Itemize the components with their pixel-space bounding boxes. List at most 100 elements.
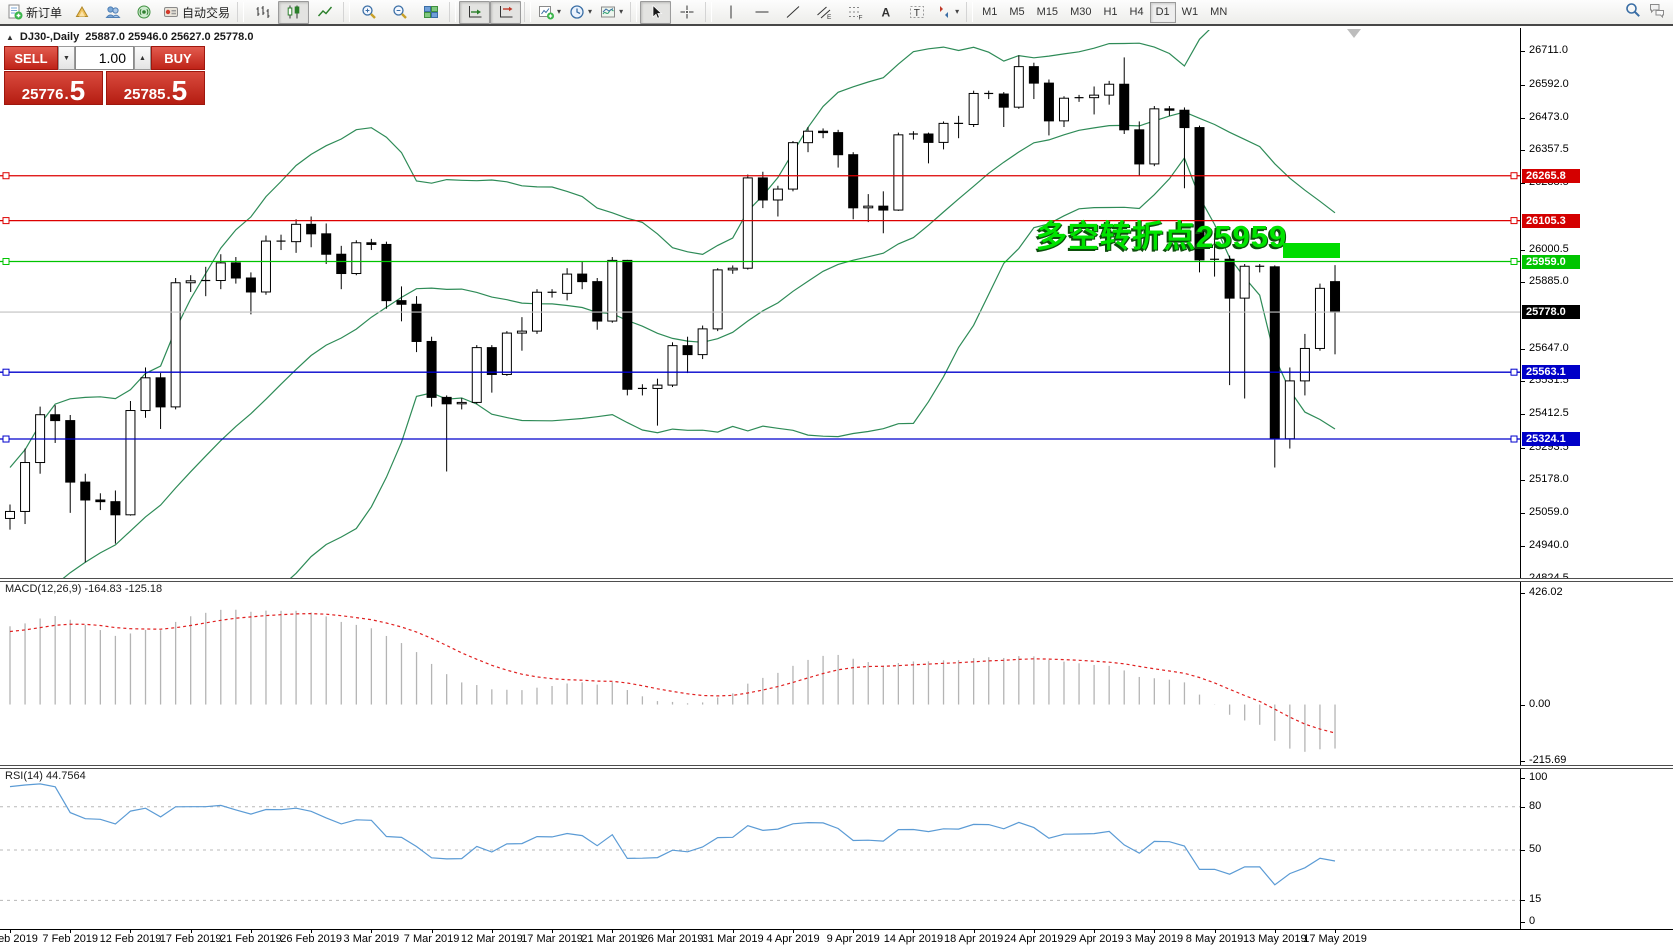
axis-tick — [1521, 84, 1525, 86]
fibonacci-button[interactable]: F — [839, 1, 870, 24]
panel-splitter-macd[interactable] — [0, 578, 1673, 582]
candle-body — [501, 332, 512, 375]
candle-body — [1028, 66, 1039, 84]
new-order-button[interactable]: 新订单 — [3, 1, 66, 24]
candlestick-button[interactable] — [278, 0, 310, 24]
toolbar-separator — [705, 2, 713, 22]
chart-shift-button[interactable] — [490, 0, 522, 24]
candle-body — [441, 396, 452, 405]
fibo-icon: F — [848, 7, 862, 20]
timeframe-h1-button[interactable]: H1 — [1103, 6, 1118, 18]
date-axis-label: 3 Feb 2019 — [0, 933, 38, 945]
chevron-down-icon: ▾ — [557, 7, 562, 16]
candle-body — [291, 223, 302, 243]
candle-body — [712, 269, 723, 330]
candle-body — [1013, 66, 1024, 108]
date-axis-tick — [70, 929, 72, 933]
horizontal-line-button[interactable] — [746, 1, 777, 24]
date-axis-tick — [1274, 929, 1276, 933]
candle-body — [998, 93, 1009, 108]
candle-body — [803, 130, 814, 144]
new-chart-button[interactable]: ▾ — [534, 1, 565, 24]
date-axis-label: 9 Apr 2019 — [826, 933, 880, 945]
chartshift-icon — [499, 6, 513, 18]
bollinger-lower-band — [289, 156, 1336, 578]
templates-button[interactable]: ▾ — [596, 1, 627, 24]
autotrading-button[interactable]: 自动交易 — [159, 1, 234, 24]
signals-icon — [137, 5, 151, 19]
cursor-button[interactable] — [640, 0, 672, 24]
signals-button[interactable] — [128, 1, 159, 24]
candle-body — [742, 177, 753, 269]
crosshair-icon — [680, 5, 694, 19]
text-label-icon: T — [909, 6, 924, 19]
timeframe-h4-button[interactable]: H4 — [1129, 6, 1144, 18]
sell-price-display[interactable]: 25776 . 5 — [4, 71, 103, 105]
axis-tick — [1521, 806, 1525, 808]
trendline-button[interactable] — [777, 1, 808, 24]
candle-body — [1164, 108, 1175, 111]
macd-panel-chart[interactable] — [0, 581, 1520, 765]
collapse-marker-icon[interactable]: ▲ — [6, 32, 14, 42]
toolbar-right-icons — [1625, 2, 1673, 23]
crosshair-button[interactable] — [671, 1, 702, 24]
channel-button[interactable]: E — [808, 1, 839, 24]
timeframe-w1-button[interactable]: W1 — [1181, 6, 1199, 18]
candle-body — [1043, 82, 1054, 122]
candle-body — [727, 267, 738, 271]
date-axis-label: 4 Apr 2019 — [766, 933, 820, 945]
volume-input[interactable]: 1.00 — [75, 46, 134, 70]
candle-body — [1239, 265, 1250, 299]
main-price-chart[interactable] — [0, 30, 1520, 578]
hline-handle — [2, 258, 10, 266]
rsi-axis-label: 0 — [1529, 915, 1536, 927]
auto-scroll-button[interactable] — [459, 0, 491, 24]
panel-splitter-rsi[interactable] — [0, 765, 1673, 769]
text-button[interactable]: A — [870, 1, 901, 24]
clock-icon — [570, 5, 584, 19]
sell-price-dot: . — [64, 86, 69, 103]
candle-body — [1179, 109, 1190, 129]
price-axis-label: 25412.5 — [1529, 407, 1569, 420]
autotrading-icon — [164, 7, 179, 17]
rsi-panel-chart[interactable] — [0, 768, 1520, 929]
new-order-icon — [8, 4, 23, 20]
candle-body — [50, 414, 61, 422]
bar-chart-button[interactable] — [247, 1, 278, 24]
price-axis-label: 25059.0 — [1529, 506, 1569, 519]
candle-body — [577, 273, 588, 283]
zoom-in-button[interactable] — [353, 1, 384, 24]
volume-step-up-button[interactable]: ▲ — [134, 46, 151, 70]
price-axis[interactable]: 26711.026592.026473.026357.526238.526000… — [1520, 28, 1673, 929]
buy-price-display[interactable]: 25785 . 5 — [106, 71, 205, 105]
arrows-button[interactable]: ▾ — [932, 1, 963, 24]
profiles-button[interactable] — [66, 1, 97, 24]
zoom-out-button[interactable] — [384, 1, 415, 24]
tile-windows-button[interactable] — [415, 1, 446, 24]
timeframe-m5-button[interactable]: M5 — [1009, 6, 1025, 18]
candle-body — [878, 205, 889, 211]
candle-body — [65, 420, 76, 483]
sell-button[interactable]: SELL — [4, 46, 58, 70]
timeframe-mn-button[interactable]: MN — [1210, 6, 1228, 18]
date-axis-label: 26 Mar 2019 — [641, 933, 704, 945]
vertical-line-button[interactable] — [715, 1, 746, 24]
hline-handle — [2, 217, 10, 225]
date-axis-tick — [250, 929, 252, 933]
timeframe-m1-button[interactable]: M1 — [982, 6, 998, 18]
timeframe-m15-button[interactable]: M15 — [1036, 6, 1059, 18]
volume-step-down-button[interactable]: ▼ — [58, 46, 75, 70]
buy-button[interactable]: BUY — [151, 46, 205, 70]
community-button[interactable] — [97, 1, 128, 24]
search-icon[interactable] — [1625, 2, 1641, 23]
text-label-button[interactable]: T — [901, 1, 932, 24]
chart-shift-marker-icon[interactable] — [1347, 29, 1361, 38]
timeframe-d1-button[interactable]: D1 — [1149, 1, 1176, 23]
line-chart-button[interactable] — [309, 1, 340, 24]
candle-body — [125, 410, 136, 516]
timeframe-m30-button[interactable]: M30 — [1070, 6, 1092, 18]
hline-handle — [2, 368, 10, 376]
periods-button[interactable]: ▾ — [565, 1, 596, 24]
chat-icon[interactable] — [1649, 2, 1665, 23]
